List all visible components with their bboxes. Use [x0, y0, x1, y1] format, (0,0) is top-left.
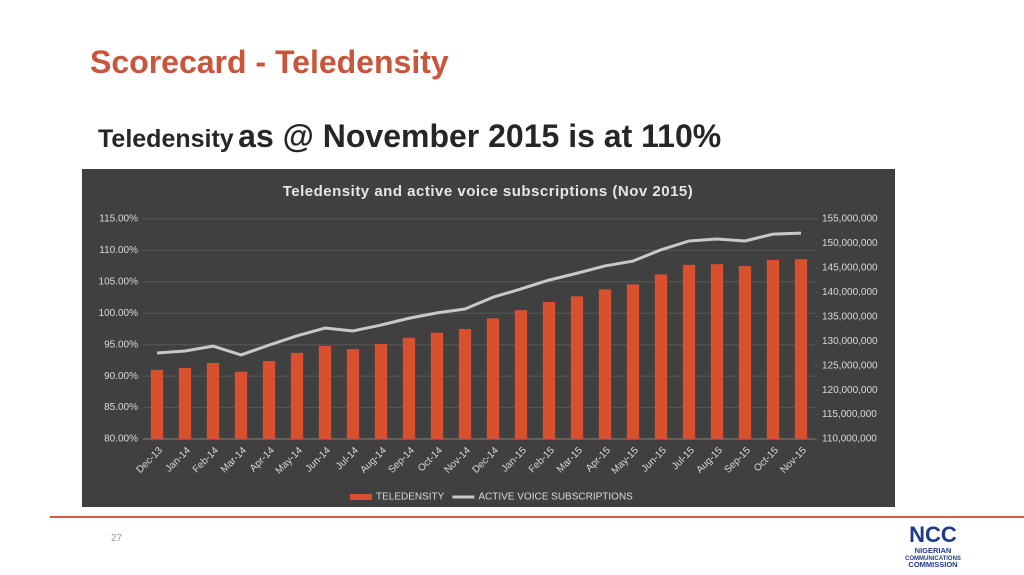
y-tick-label: 115.00%	[99, 214, 138, 225]
page-number: 27	[111, 533, 123, 544]
bar	[710, 264, 724, 439]
bar	[458, 329, 472, 439]
bar	[682, 264, 696, 439]
bar	[234, 371, 248, 439]
chart: Teledensity and active voice subscriptio…	[82, 169, 895, 507]
y2-tick-label: 150,000,000	[822, 238, 878, 249]
bar	[262, 361, 276, 439]
bar	[514, 310, 528, 439]
chart-title: Teledensity and active voice subscriptio…	[283, 183, 694, 200]
bar	[570, 296, 584, 439]
y2-tick-label: 145,000,000	[822, 263, 878, 274]
y2-tick-label: 120,000,000	[822, 385, 878, 396]
bar	[738, 266, 752, 439]
y-tick-label: 80.00%	[104, 434, 138, 445]
bar	[290, 352, 304, 439]
y2-tick-label: 135,000,000	[822, 311, 878, 322]
bar	[150, 369, 164, 439]
bar	[486, 318, 500, 439]
y-tick-label: 110.00%	[99, 245, 138, 256]
bar	[346, 349, 360, 439]
bar	[430, 332, 444, 439]
slide-title: Scorecard - Teledensity	[90, 44, 449, 80]
bar	[794, 259, 808, 439]
logo-line: COMMUNICATIONS	[905, 556, 961, 562]
bar	[598, 289, 612, 439]
bar	[206, 362, 220, 439]
y2-tick-label: 155,000,000	[822, 214, 878, 225]
y-tick-label: 90.00%	[104, 371, 138, 382]
line	[156, 231, 802, 357]
logo-line: NIGERIAN	[915, 546, 952, 555]
legend-swatch	[350, 494, 372, 500]
bar	[542, 301, 556, 439]
y2-tick-label: 110,000,000	[822, 434, 877, 445]
logo-line: COMMISSION	[908, 560, 957, 569]
bar	[318, 345, 332, 439]
bar	[654, 274, 668, 439]
bar	[178, 367, 192, 439]
y-tick-label: 105.00%	[99, 276, 139, 287]
legend-label: TELEDENSITY	[376, 492, 445, 503]
logo: NCC NIGERIAN COMMUNICATIONS COMMISSION	[905, 522, 961, 569]
headline-rest: as @ November 2015 is at 110%	[238, 118, 722, 154]
headline: Teledensity as @ November 2015 is at 110…	[98, 118, 721, 155]
bar	[374, 344, 388, 439]
y-tick-label: 85.00%	[104, 402, 138, 413]
y2-tick-label: 125,000,000	[822, 360, 878, 371]
y2-tick-label: 140,000,000	[822, 287, 878, 298]
y-tick-label: 95.00%	[104, 339, 138, 350]
legend-label: ACTIVE VOICE SUBSCRIPTIONS	[478, 492, 633, 503]
divider	[50, 516, 1024, 518]
y2-tick-label: 115,000,000	[822, 409, 877, 420]
headline-lead: Teledensity	[98, 125, 234, 153]
y-tick-label: 100.00%	[99, 308, 139, 319]
bar	[402, 337, 416, 439]
bar	[766, 259, 780, 439]
y2-tick-label: 130,000,000	[822, 336, 878, 347]
logo-mark: NCC	[909, 522, 957, 547]
bar	[626, 284, 640, 439]
